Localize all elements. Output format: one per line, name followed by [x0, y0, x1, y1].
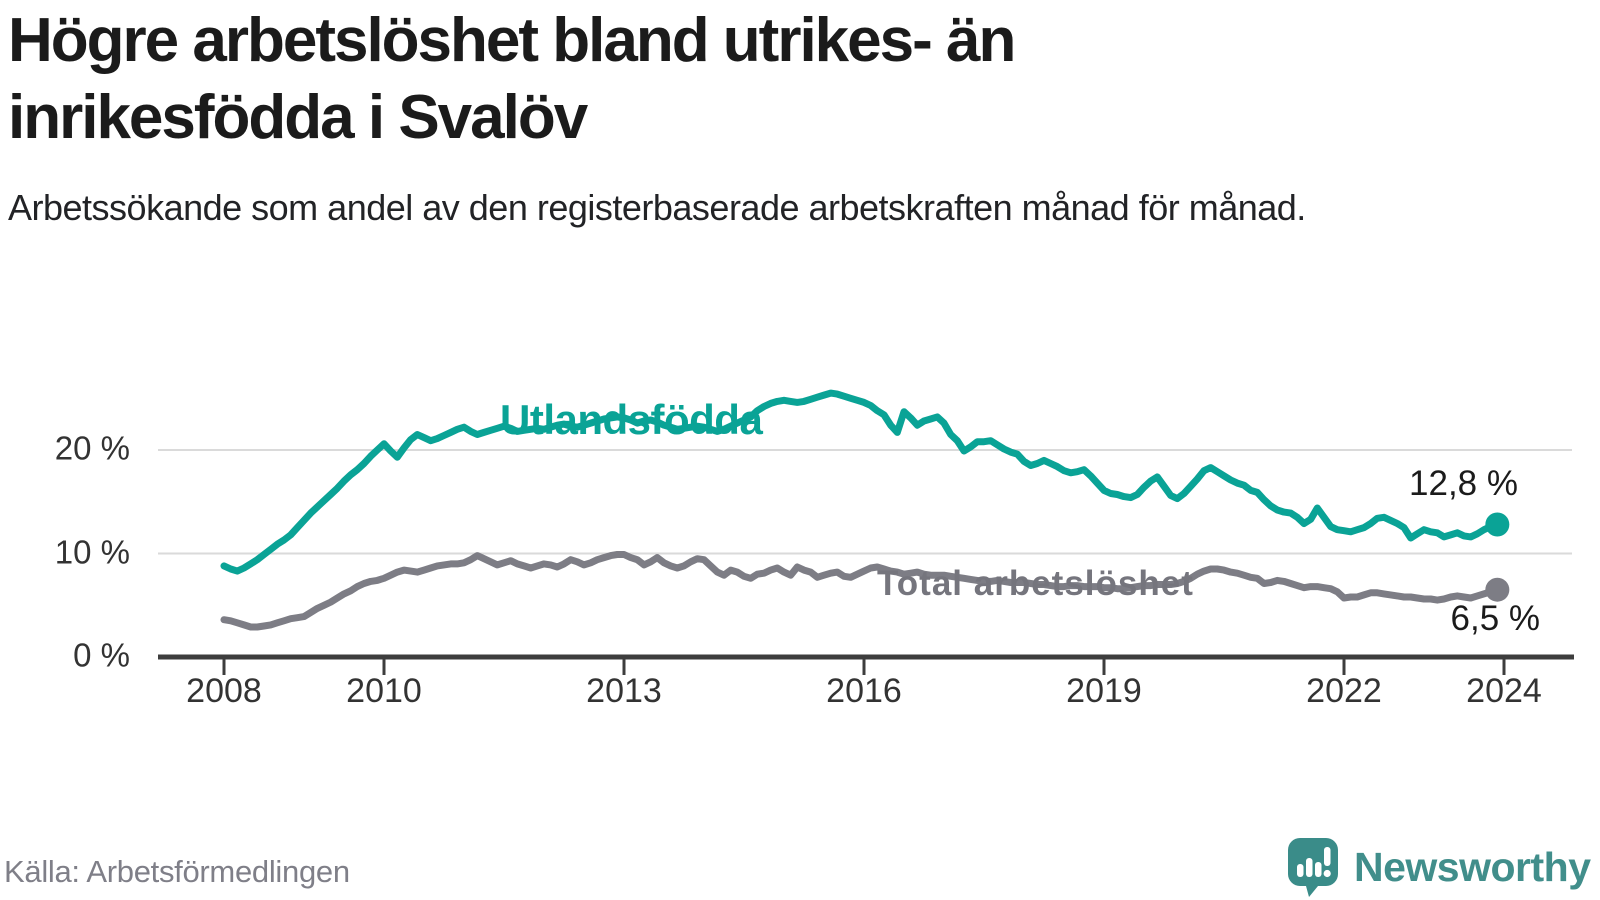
- y-axis-label: 20 %: [54, 429, 130, 467]
- exclamation-dot: [1323, 869, 1331, 878]
- exclamation-stem: [1324, 847, 1331, 866]
- series-line-utlandsfodda: [220, 389, 1501, 575]
- bar-3: [1315, 862, 1322, 877]
- x-axis-label: 2016: [826, 672, 902, 710]
- series-label-utlandsfodda: Utlandsfödda: [500, 396, 763, 443]
- y-axis-label: 10 %: [54, 532, 130, 570]
- x-axis-label: 2008: [186, 672, 262, 710]
- chart-subtitle: Arbetssökande som andel av den registerb…: [8, 187, 1306, 228]
- page-title-line2: inrikesfödda i Svalöv: [8, 83, 588, 152]
- y-axis-label: 0 %: [73, 636, 130, 674]
- series-end-dot-utlandsfodda: [1485, 512, 1510, 537]
- speech-bubble-shape: [1288, 838, 1338, 897]
- newsworthy-logo-icon: [1288, 838, 1338, 897]
- bar-1: [1297, 864, 1304, 877]
- value-label-utlandsfodda: 12,8 %: [1409, 464, 1518, 503]
- value-label-total: 6,5 %: [1450, 599, 1541, 638]
- series-end-dot-total: [1485, 577, 1510, 602]
- x-axis-label: 2022: [1306, 672, 1382, 710]
- page-title: Högre arbetslöshet bland utrikes- än inr…: [8, 2, 1408, 156]
- x-axis-label: 2010: [346, 672, 422, 710]
- newsworthy-brand: Newsworthy: [1288, 838, 1591, 898]
- series-label-total: Total arbetslöshet: [877, 564, 1194, 603]
- source-note: Källa: Arbetsförmedlingen: [4, 854, 350, 889]
- newsworthy-wordmark: Newsworthy: [1354, 844, 1591, 890]
- page-title-line1: Högre arbetslöshet bland utrikes- än: [8, 6, 1016, 75]
- x-axis-label: 2019: [1066, 672, 1142, 710]
- x-axis-label: 2024: [1466, 672, 1542, 710]
- series-line-total: [220, 551, 1501, 631]
- bar-2: [1306, 858, 1313, 877]
- x-axis-label: 2013: [586, 672, 662, 710]
